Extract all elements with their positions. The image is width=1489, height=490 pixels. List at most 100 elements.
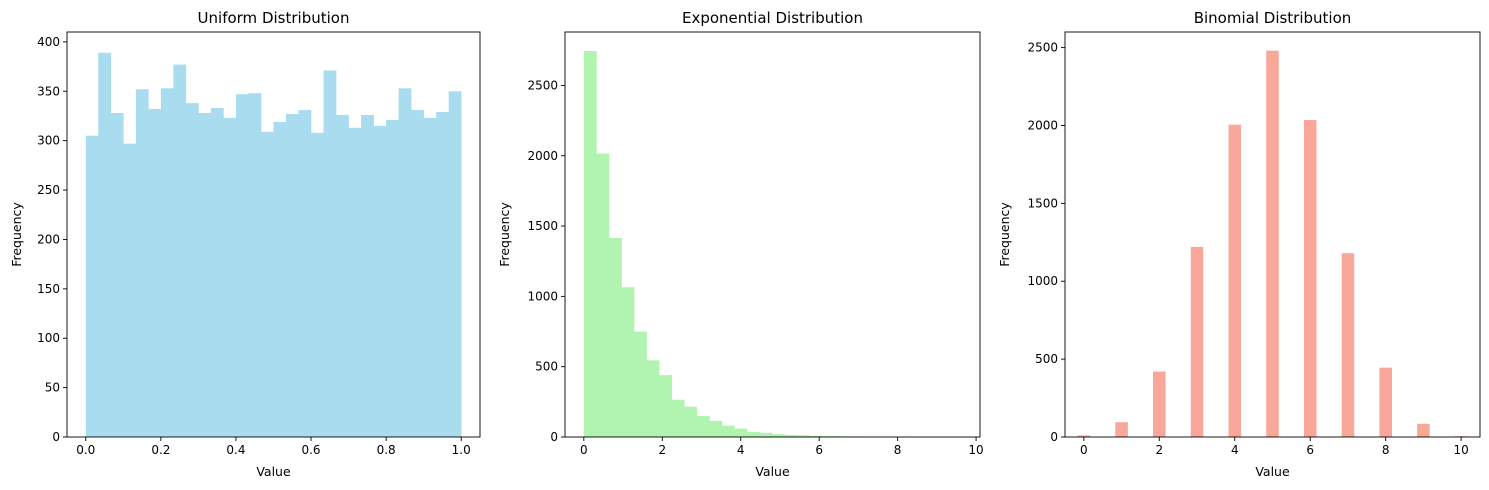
exponential-bar [659, 375, 672, 437]
uniform-bar [248, 93, 262, 438]
uniform-bar [436, 112, 449, 437]
uniform-bar [98, 52, 112, 438]
binomial-x-tick-label: 10 [1453, 443, 1468, 457]
exponential-x-tick-label: 4 [737, 443, 745, 457]
binomial-bar [1077, 435, 1091, 437]
uniform-bar [260, 131, 274, 437]
exponential-histogram-panel: 0 2 4 6 8 10 0 500 1000 1500 2000 2500 Exponential D… [497, 9, 984, 479]
uniform-bar [361, 114, 374, 437]
uniform-axes-frame [66, 31, 481, 438]
binomial-y-tick-label: 1000 [1027, 274, 1058, 288]
exponential-y-tick-label: 2500 [527, 78, 558, 92]
uniform-y-tick-label: 250 [37, 183, 60, 197]
exponential-bar [784, 434, 798, 437]
exponential-y-axis-label: Frequency [497, 202, 512, 267]
binomial-bar [1417, 423, 1430, 437]
binomial-y-tick-label: 2500 [1027, 41, 1058, 55]
uniform-bar [185, 103, 199, 437]
uniform-bar [198, 113, 212, 437]
binomial-histogram-panel: 0 2 4 6 8 10 0 500 1000 1500 2000 2500 Binomial Dist… [997, 9, 1481, 479]
exponential-bar [772, 434, 785, 437]
exponential-bar [721, 425, 735, 437]
binomial-bar [1190, 246, 1204, 437]
exponential-bar [671, 399, 685, 437]
uniform-x-axis-label: Value [256, 464, 291, 479]
binomial-y-tick-label: 500 [1035, 352, 1058, 366]
uniform-y-tick-label: 300 [37, 134, 60, 148]
uniform-bar [298, 110, 312, 437]
uniform-bar [448, 91, 462, 437]
uniform-chart-title: Uniform Distribution [198, 9, 350, 27]
exponential-x-axis-label: Value [755, 464, 790, 479]
uniform-bar [135, 89, 149, 437]
uniform-bar [373, 125, 387, 437]
exponential-y-tick-label: 500 [535, 360, 558, 374]
exponential-y-tick-label: 2000 [527, 149, 558, 163]
uniform-bar [285, 113, 299, 438]
binomial-x-tick-label: 8 [1382, 443, 1390, 457]
binomial-y-axis-label: Frequency [997, 202, 1012, 267]
uniform-y-tick-label: 100 [37, 331, 60, 345]
binomial-bar [1303, 120, 1317, 437]
binomial-bar [1379, 367, 1392, 437]
binomial-x-axis-label: Value [1255, 464, 1290, 479]
exponential-bar [759, 432, 773, 437]
binomial-x-tick-label: 4 [1231, 443, 1239, 457]
uniform-bar [423, 117, 437, 437]
exponential-x-tick-label: 2 [658, 443, 666, 457]
uniform-bar [336, 114, 349, 437]
uniform-bar [235, 94, 249, 438]
binomial-bar [1153, 371, 1166, 437]
binomial-x-tick-label: 2 [1155, 443, 1163, 457]
binomial-bar [1228, 124, 1242, 438]
binomial-chart-title: Binomial Distribution [1194, 9, 1352, 27]
binomial-x-tick-label: 6 [1306, 443, 1314, 457]
uniform-y-tick-label: 150 [37, 282, 60, 296]
uniform-bar [210, 108, 224, 437]
exponential-bar [734, 428, 748, 437]
uniform-bar [85, 135, 99, 437]
uniform-bar [148, 109, 162, 438]
binomial-bar [1115, 422, 1128, 437]
exponential-bar [646, 360, 660, 437]
exponential-bar [809, 435, 823, 437]
uniform-x-tick-label: 0.8 [377, 443, 396, 457]
exponential-bar [634, 331, 647, 437]
exponential-x-tick-label: 6 [815, 443, 823, 457]
uniform-bar [223, 117, 237, 437]
uniform-bar [398, 88, 412, 438]
uniform-x-tick-label: 0.2 [151, 443, 170, 457]
uniform-bar [173, 64, 187, 437]
exponential-bar [621, 287, 635, 437]
binomial-y-tick-label: 0 [1050, 430, 1058, 444]
uniform-x-tick-label: 0.6 [301, 443, 320, 457]
exponential-bar [583, 50, 597, 437]
exponential-bar [747, 432, 760, 437]
binomial-axes-frame [1064, 31, 1481, 438]
uniform-bar [311, 132, 324, 437]
uniform-bar [348, 127, 362, 437]
binomial-y-tick-label: 1500 [1027, 196, 1058, 210]
exponential-bar [696, 415, 710, 437]
uniform-bar [110, 113, 124, 437]
exponential-x-tick-label: 8 [894, 443, 902, 457]
uniform-x-tick-label: 1.0 [452, 443, 471, 457]
uniform-bar [273, 121, 287, 437]
exponential-bar [797, 435, 811, 437]
exponential-y-tick-label: 1000 [527, 289, 558, 303]
binomial-x-tick-label: 0 [1080, 443, 1088, 457]
uniform-histogram-panel: 0.0 0.2 0.4 0.6 0.8 1.0 0 50 100 150 200 250 300 350 4… [9, 9, 481, 479]
exponential-x-tick-label: 10 [968, 443, 983, 457]
exponential-bar [596, 153, 610, 437]
uniform-y-tick-label: 350 [37, 84, 60, 98]
uniform-y-tick-label: 200 [37, 232, 60, 246]
uniform-x-tick-label: 0.4 [226, 443, 245, 457]
uniform-y-axis-label: Frequency [9, 202, 24, 267]
uniform-x-tick-label: 0.0 [76, 443, 95, 457]
exponential-bar [709, 420, 723, 437]
exponential-axes-frame [564, 31, 981, 438]
exponential-chart-title: Exponential Distribution [682, 9, 863, 27]
uniform-y-tick-label: 50 [45, 381, 60, 395]
binomial-bar [1341, 253, 1355, 437]
